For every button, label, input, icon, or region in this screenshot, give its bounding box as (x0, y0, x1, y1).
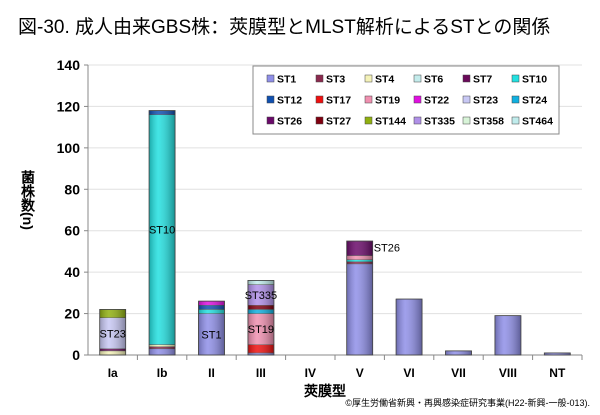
x-tick-label: VIII (499, 366, 517, 380)
legend-swatch (266, 95, 275, 104)
x-axis-label: 莢膜型 (304, 383, 346, 399)
chart-title: 図-30. 成人由来GBS株：莢膜型とMLST解析によるSTとの関係 (18, 17, 551, 38)
x-tick-label: VI (403, 366, 414, 380)
legend-swatch (413, 116, 422, 125)
legend-label: ST6 (424, 74, 443, 86)
bar-outline (445, 350, 472, 356)
x-tick-label: II (208, 366, 215, 380)
legend-box (252, 65, 560, 135)
legend-swatch (266, 74, 275, 83)
y-tick-label: 20 (64, 306, 80, 322)
legend-swatch (315, 116, 324, 125)
bar-outline (247, 280, 275, 356)
legend-label: ST17 (326, 95, 351, 107)
legend-label: ST1 (277, 74, 296, 86)
bar-outline (198, 300, 225, 356)
data-label: ST26 (374, 242, 400, 254)
legend-label: ST22 (424, 95, 449, 107)
y-tick-label: 80 (64, 181, 80, 197)
data-label: ST23 (100, 328, 126, 340)
y-axis-label: 菌株数(n) (20, 170, 36, 230)
x-tick-label: VII (451, 366, 466, 380)
legend-label: ST358 (473, 116, 504, 128)
y-tick-label: 0 (72, 347, 80, 363)
data-label: ST19 (248, 324, 274, 336)
legend-label: ST23 (473, 95, 498, 107)
copyright-footnote: ©厚生労働省新興・再興感染症研究事業(H22-新興-一般-013). (345, 398, 590, 408)
bar-outline (494, 315, 522, 356)
legend-swatch (364, 74, 373, 83)
y-tick-label: 40 (64, 264, 80, 280)
legend-label: ST335 (424, 116, 455, 128)
legend-label: ST12 (277, 95, 302, 107)
legend-swatch (511, 116, 520, 125)
legend-swatch (266, 116, 275, 125)
legend-label: ST7 (473, 74, 492, 86)
y-tick-label: 60 (64, 223, 80, 239)
legend-label: ST4 (375, 74, 394, 86)
legend-label: ST24 (522, 95, 547, 107)
y-tick-label: 120 (57, 98, 81, 114)
legend-swatch (364, 116, 373, 125)
bar-outline (346, 240, 374, 356)
x-tick-label: III (256, 366, 266, 380)
legend-swatch (315, 95, 324, 104)
bar-outline (395, 298, 423, 356)
x-tick-label: NT (549, 366, 566, 380)
legend-label: ST144 (375, 116, 406, 128)
legend-swatch (462, 74, 471, 83)
data-label: ST10 (149, 225, 175, 237)
y-tick-label: 140 (57, 57, 81, 73)
legend-swatch (364, 95, 373, 104)
x-tick-label: V (356, 366, 364, 380)
bar-outline (99, 309, 127, 356)
legend-swatch (511, 95, 520, 104)
legend-label: ST464 (522, 116, 553, 128)
x-tick-label: IV (305, 366, 316, 380)
legend-label: ST19 (375, 95, 400, 107)
legend-swatch (462, 95, 471, 104)
legend-swatch (511, 74, 520, 83)
legend-label: ST10 (522, 74, 547, 86)
legend-label: ST26 (277, 116, 302, 128)
y-tick-label: 100 (57, 140, 81, 156)
bar-outline (543, 352, 571, 356)
legend-swatch (413, 95, 422, 104)
legend-label: ST27 (326, 116, 351, 128)
data-label: ST1 (201, 329, 221, 341)
legend-swatch (315, 74, 324, 83)
bar-outline (148, 110, 176, 356)
data-label: ST335 (245, 290, 277, 302)
legend-swatch (413, 74, 422, 83)
x-tick-label: Ib (157, 366, 168, 380)
x-tick-label: Ia (108, 366, 118, 380)
legend-label: ST3 (326, 74, 345, 86)
legend-swatch (462, 116, 471, 125)
